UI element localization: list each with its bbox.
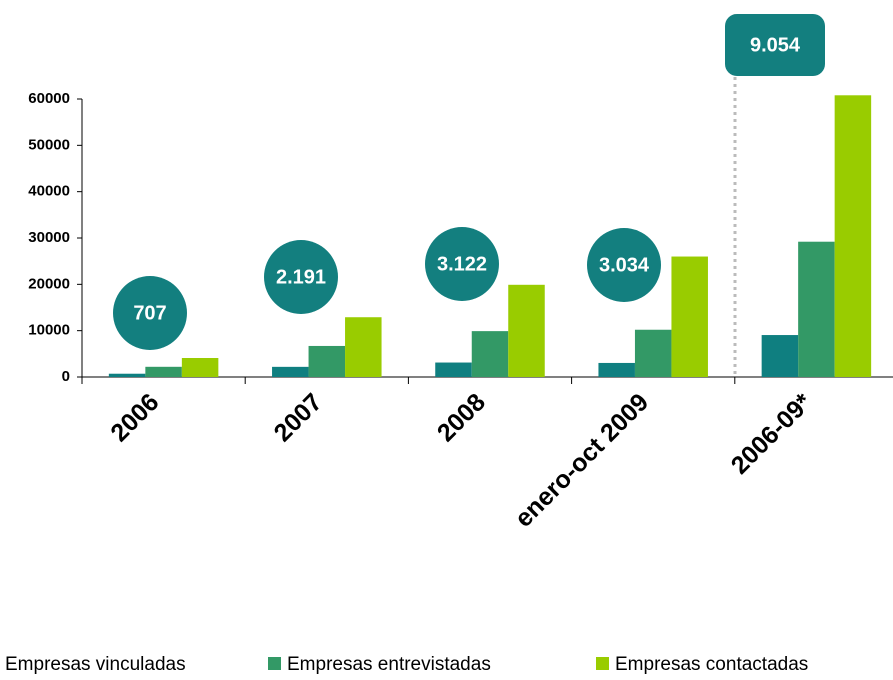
label-bubble bbox=[264, 240, 338, 314]
bar bbox=[272, 366, 309, 377]
legend-label: Empresas vinculadas bbox=[5, 654, 186, 675]
y-tick-label: 20000 bbox=[28, 275, 70, 292]
value-label: 9.054 bbox=[750, 34, 801, 56]
x-tick-label: 2006 bbox=[105, 388, 164, 447]
legend-swatch bbox=[268, 657, 281, 670]
bar bbox=[671, 256, 708, 377]
bar bbox=[181, 358, 219, 377]
bar bbox=[345, 317, 382, 377]
label-bubble bbox=[113, 276, 187, 350]
x-tick-label: 2006-09* bbox=[726, 388, 818, 480]
bar bbox=[834, 95, 872, 377]
x-tick-label: 2008 bbox=[432, 388, 491, 447]
y-tick-label: 60000 bbox=[28, 90, 70, 107]
bar bbox=[145, 366, 182, 377]
bar bbox=[761, 335, 799, 377]
x-tick-label: 2007 bbox=[269, 388, 328, 447]
y-tick-label: 30000 bbox=[28, 229, 70, 246]
value-label: 2.191 bbox=[276, 266, 326, 288]
bar bbox=[308, 345, 346, 377]
legend-label: Empresas entrevistadas bbox=[287, 654, 491, 675]
bar bbox=[471, 331, 509, 377]
legend-swatch bbox=[596, 657, 609, 670]
label-bubble bbox=[587, 228, 661, 302]
bar bbox=[634, 329, 672, 377]
value-label: 3.034 bbox=[599, 254, 650, 276]
y-tick-label: 50000 bbox=[28, 136, 70, 153]
y-tick-label: 40000 bbox=[28, 183, 70, 200]
y-tick-label: 10000 bbox=[28, 322, 70, 339]
y-tick-label: 0 bbox=[62, 368, 70, 385]
bar bbox=[435, 362, 472, 377]
label-box bbox=[725, 14, 825, 76]
x-tick-label: enero-oct 2009 bbox=[510, 388, 655, 533]
bar bbox=[508, 284, 545, 377]
bar bbox=[598, 362, 635, 377]
bar bbox=[108, 373, 146, 377]
value-label: 707 bbox=[133, 302, 166, 324]
label-bubble bbox=[425, 227, 499, 301]
legend-label: Empresas contactadas bbox=[615, 654, 808, 675]
bar bbox=[798, 241, 835, 377]
value-label: 3.122 bbox=[437, 253, 487, 275]
